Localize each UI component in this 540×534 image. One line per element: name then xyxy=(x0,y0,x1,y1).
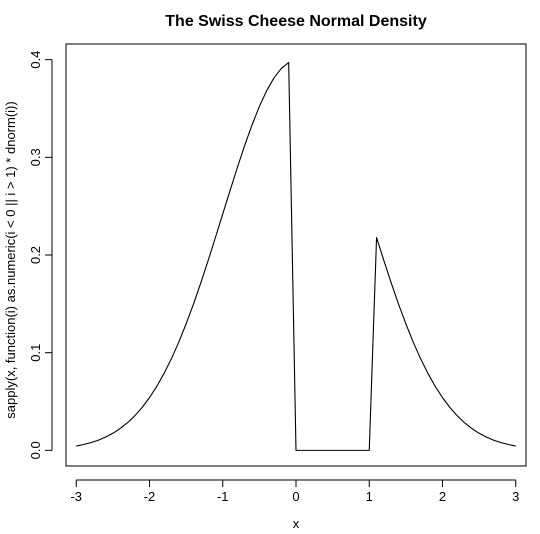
y-tick-label: 0.4 xyxy=(28,51,43,69)
x-tick-label: 0 xyxy=(292,489,299,504)
series-layer xyxy=(76,62,516,451)
x-axis: -3 -2 -1 0 1 2 3 xyxy=(70,479,519,504)
plot-frame xyxy=(65,43,527,467)
x-tick-label: -1 xyxy=(217,489,229,504)
density-line xyxy=(76,62,516,451)
chart-title: The Swiss Cheese Normal Density xyxy=(165,13,427,30)
x-tick-label: -3 xyxy=(70,489,82,504)
y-axis: 0.0 0.1 0.2 0.3 0.4 xyxy=(28,51,53,459)
x-tick-label: 3 xyxy=(512,489,519,504)
x-tick-label: 2 xyxy=(439,489,446,504)
y-axis-label: sapply(x, function(i) as.numeric(i < 0 |… xyxy=(3,101,18,418)
y-tick-label: 0.1 xyxy=(28,344,43,362)
x-tick-label: -2 xyxy=(144,489,156,504)
x-tick-label: 1 xyxy=(366,489,373,504)
x-axis-label: x xyxy=(293,516,300,531)
y-tick-label: 0.0 xyxy=(28,441,43,459)
y-tick-label: 0.3 xyxy=(28,148,43,166)
y-tick-label: 0.2 xyxy=(28,246,43,264)
